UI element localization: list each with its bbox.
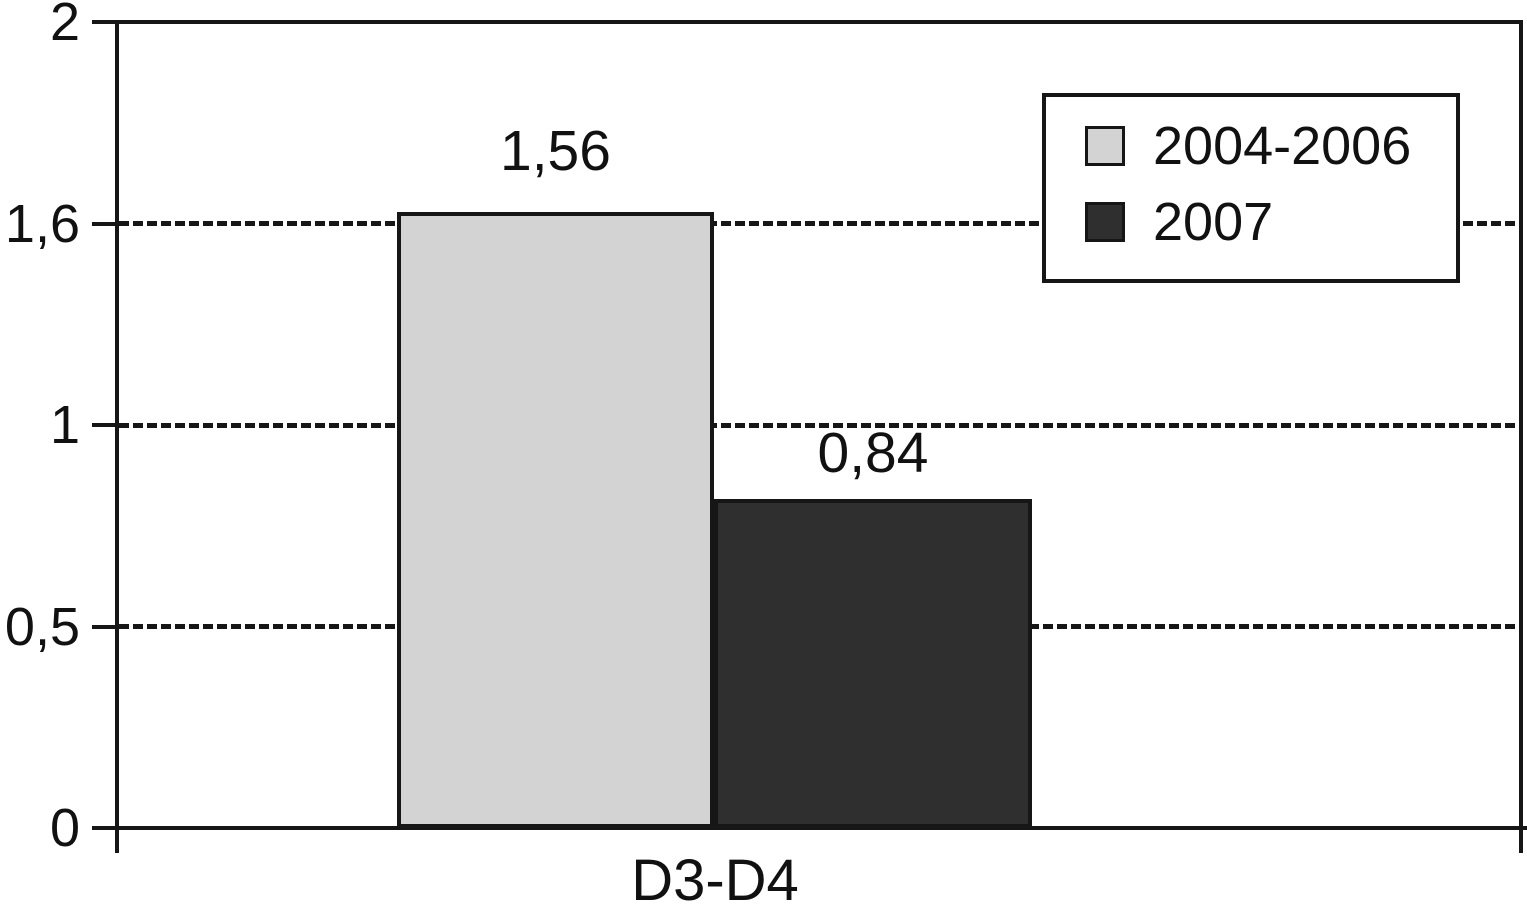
legend-swatch-2004-2006 (1085, 126, 1125, 166)
bar-2007 (714, 499, 1032, 828)
legend-label-2004-2006: 2004-2006 (1153, 116, 1412, 176)
y-tick (92, 624, 119, 629)
y-tick (92, 826, 119, 830)
y-tick-label: 2 (49, 0, 80, 52)
legend: 2004-2006 2007 (1042, 93, 1460, 283)
y-tick-label: 1 (49, 395, 80, 455)
y-tick (92, 221, 119, 226)
legend-label-2007: 2007 (1153, 192, 1274, 252)
y-tick-label: 1,6 (4, 193, 80, 254)
y-tick (92, 423, 119, 427)
legend-swatch-2007 (1085, 202, 1125, 242)
bar-2004-2006 (397, 212, 714, 828)
y-tick (92, 20, 119, 24)
category-label: D3-D4 (631, 848, 799, 905)
value-label-2004-2006: 1,56 (500, 119, 611, 183)
plot-top-border (92, 20, 1523, 24)
legend-item-2004-2006: 2004-2006 (1085, 116, 1456, 176)
y-tick-label: 0,5 (4, 596, 80, 657)
y-tick-label: 0 (49, 798, 80, 858)
value-label-2007: 0,84 (817, 421, 929, 485)
legend-item-2007: 2007 (1085, 192, 1456, 252)
x-axis-line (92, 826, 1527, 830)
gridline (119, 422, 1519, 428)
plot-right-border (1519, 20, 1523, 853)
gridline (119, 221, 1519, 226)
y-axis-line (115, 20, 119, 853)
